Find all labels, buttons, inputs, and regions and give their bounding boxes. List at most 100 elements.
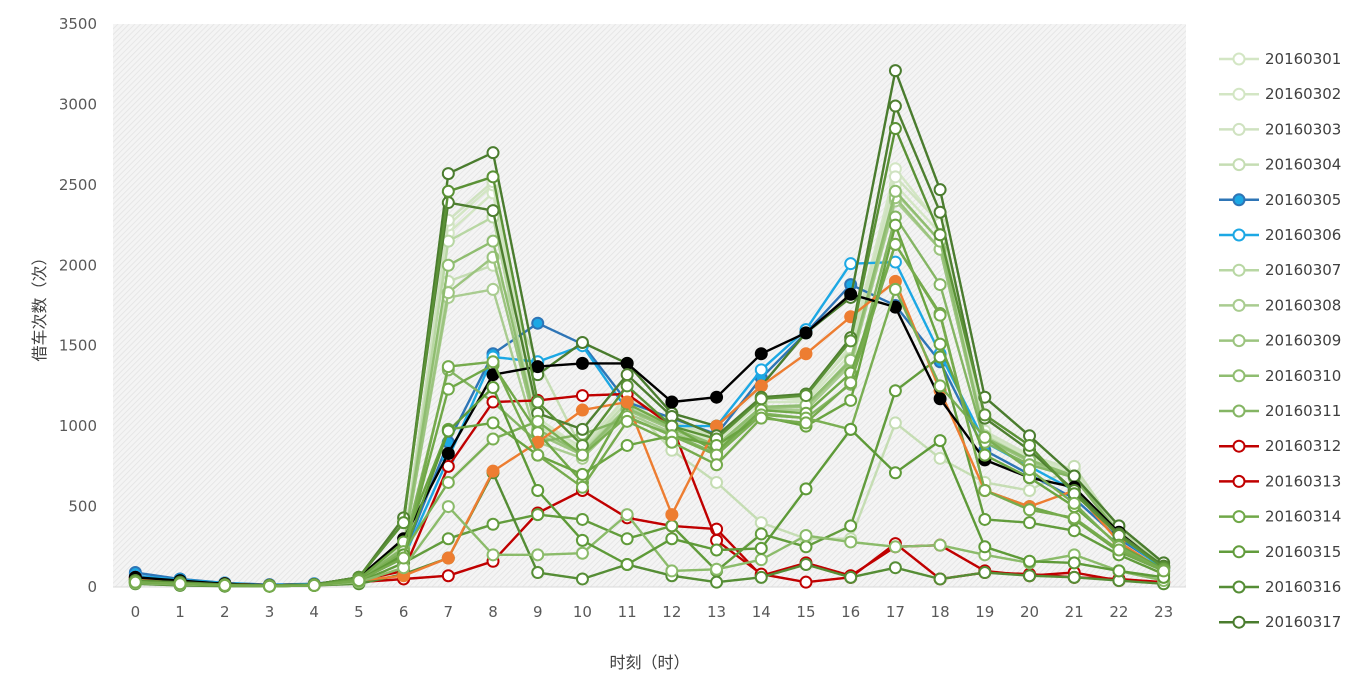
legend-label: 20160310 (1265, 367, 1341, 385)
data-point (888, 237, 902, 251)
data-point (531, 483, 545, 497)
legend-label: 20160304 (1265, 156, 1341, 174)
data-point (799, 347, 813, 361)
data-point (754, 516, 768, 530)
data-point (754, 570, 768, 584)
data-point (575, 512, 589, 526)
data-point (888, 99, 902, 113)
data-point (620, 438, 634, 452)
data-point (486, 234, 500, 248)
x-tick-label: 6 (399, 603, 409, 621)
y-tick-label: 3000 (59, 95, 97, 113)
data-point (710, 390, 724, 404)
legend-marker (1232, 474, 1246, 488)
data-point (978, 540, 992, 554)
legend-marker (1232, 193, 1246, 207)
x-tick-label: 23 (1154, 603, 1173, 621)
legend-marker (1232, 158, 1246, 172)
data-point (754, 347, 768, 361)
y-tick-label: 2500 (59, 176, 97, 194)
data-point (799, 540, 813, 554)
data-point (933, 572, 947, 586)
data-point (799, 575, 813, 589)
data-point (665, 532, 679, 546)
data-point (888, 184, 902, 198)
data-point (844, 376, 858, 390)
data-point (486, 170, 500, 184)
data-point (665, 435, 679, 449)
data-point (665, 395, 679, 409)
data-point (933, 379, 947, 393)
data-point (978, 566, 992, 580)
data-point (486, 432, 500, 446)
data-point (1067, 556, 1081, 570)
x-tick-label: 5 (354, 603, 364, 621)
data-point (620, 557, 634, 571)
data-point (620, 356, 634, 370)
legend-marker (1232, 439, 1246, 453)
data-point (888, 416, 902, 430)
data-point (888, 64, 902, 78)
data-point (933, 451, 947, 465)
data-point (933, 337, 947, 351)
x-tick-label: 1 (175, 603, 185, 621)
data-point (888, 122, 902, 136)
legend-marker (1232, 334, 1246, 348)
legend-label: 20160306 (1265, 226, 1341, 244)
data-point (1023, 463, 1037, 477)
y-tick-label: 0 (87, 578, 97, 596)
data-point (307, 578, 321, 592)
data-point (441, 184, 455, 198)
x-tick-label: 2 (220, 603, 230, 621)
legend-label: 20160303 (1265, 120, 1341, 138)
series-layer (128, 64, 1171, 593)
data-point (1023, 483, 1037, 497)
legend-marker (1232, 369, 1246, 383)
data-point (888, 218, 902, 232)
data-point (978, 408, 992, 422)
series-unlabeled-25 (128, 237, 1171, 593)
data-point (575, 572, 589, 586)
data-point (531, 316, 545, 330)
data-point (978, 430, 992, 444)
data-point (1067, 511, 1081, 525)
data-point (575, 533, 589, 547)
legend: 20160301 20160302 20160303 20160304 20160305… (1219, 50, 1341, 631)
data-point (888, 282, 902, 296)
legend-label: 20160314 (1265, 508, 1341, 526)
data-point (799, 389, 813, 403)
legend-label: 20160301 (1265, 50, 1341, 68)
x-tick-label: 17 (886, 603, 905, 621)
y-tick-label: 2000 (59, 256, 97, 274)
series-line (135, 243, 1165, 588)
data-point (754, 392, 768, 406)
data-point (754, 553, 768, 567)
legend-marker (1232, 404, 1246, 418)
data-point (1067, 469, 1081, 483)
data-point (1067, 570, 1081, 584)
data-point (128, 575, 142, 589)
data-point (1157, 564, 1171, 578)
x-tick-label: 7 (444, 603, 454, 621)
data-point (844, 393, 858, 407)
data-point (933, 308, 947, 322)
data-point (888, 384, 902, 398)
y-axis-title: 借车次数（次） (30, 249, 49, 361)
legend-label: 20160317 (1265, 613, 1341, 631)
data-point (754, 363, 768, 377)
data-point (933, 183, 947, 197)
data-point (575, 546, 589, 560)
data-point (1023, 569, 1037, 583)
data-point (441, 446, 455, 460)
x-tick-label: 18 (931, 603, 950, 621)
data-point (1023, 554, 1037, 568)
data-point (844, 287, 858, 301)
data-point (486, 548, 500, 562)
legend-marker (1232, 545, 1246, 559)
legend-label: 20160316 (1265, 578, 1341, 596)
data-point (933, 392, 947, 406)
data-point (441, 424, 455, 438)
data-point (441, 500, 455, 514)
data-point (531, 395, 545, 409)
data-point (799, 326, 813, 340)
